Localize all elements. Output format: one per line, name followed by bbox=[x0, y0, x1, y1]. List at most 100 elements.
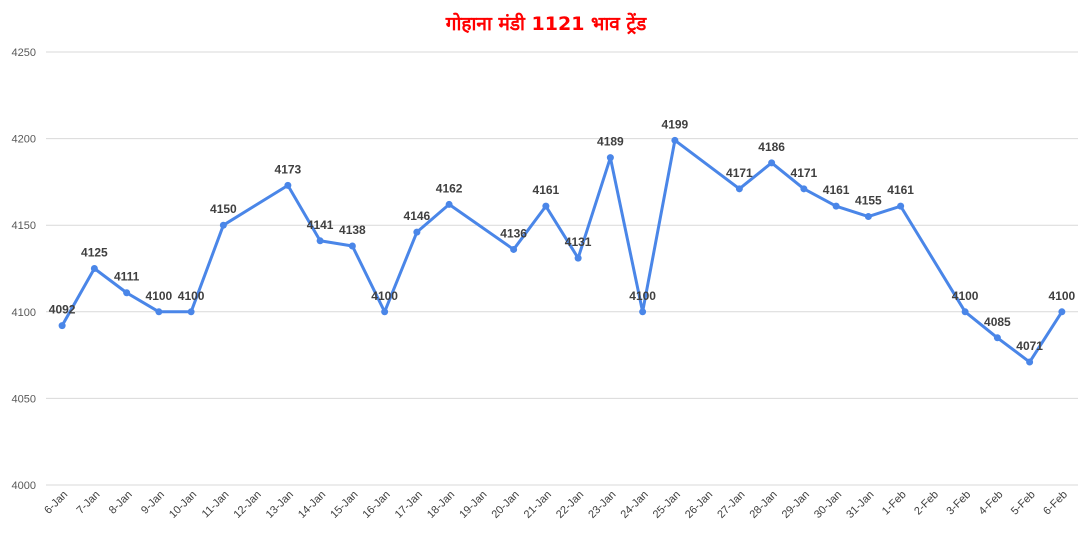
y-tick-label: 4250 bbox=[12, 47, 36, 59]
x-tick-label: 9-Jan bbox=[139, 489, 167, 517]
x-tick-label: 1-Feb bbox=[880, 489, 909, 518]
data-label: 4100 bbox=[178, 289, 205, 303]
data-label: 4092 bbox=[49, 303, 76, 317]
data-point bbox=[187, 308, 195, 316]
data-label: 4085 bbox=[984, 315, 1011, 329]
data-point bbox=[574, 254, 582, 262]
data-point bbox=[381, 308, 389, 316]
data-label: 4131 bbox=[565, 235, 592, 249]
data-label: 4171 bbox=[791, 166, 818, 180]
x-axis: 6-Jan 7-Jan 8-Jan 9-Jan 10-Jan 11-Jan 12-Jan 13… bbox=[42, 489, 1070, 521]
data-label: 4161 bbox=[533, 183, 560, 197]
data-label: 4100 bbox=[146, 289, 173, 303]
chart-title: गोहाना मंडी 1121 भाव ट्रेंड bbox=[445, 13, 647, 35]
x-tick-label: 8-Jan bbox=[107, 489, 135, 517]
data-point bbox=[800, 185, 808, 193]
x-tick-label: 20-Jan bbox=[489, 489, 521, 521]
data-label: 4125 bbox=[81, 246, 108, 260]
data-point bbox=[123, 289, 131, 297]
data-label: 4100 bbox=[371, 289, 398, 303]
x-tick-label: 26-Jan bbox=[683, 489, 715, 521]
x-tick-label: 12-Jan bbox=[231, 489, 263, 521]
data-label: 4100 bbox=[1049, 289, 1076, 303]
series-line-group bbox=[60, 138, 1064, 364]
x-tick-label: 28-Jan bbox=[747, 489, 779, 521]
x-tick-label: 24-Jan bbox=[618, 489, 650, 521]
data-label: 4161 bbox=[823, 183, 850, 197]
x-tick-label: 22-Jan bbox=[554, 489, 586, 521]
data-label: 4155 bbox=[855, 194, 882, 208]
x-tick-label: 6-Jan bbox=[42, 489, 70, 517]
data-label: 4199 bbox=[662, 117, 689, 131]
data-labels: 4092 4125 4111 4100 4100 4150 4173 4141 4138 4100… bbox=[49, 117, 1076, 353]
data-point bbox=[639, 308, 647, 316]
series-line bbox=[60, 138, 1064, 364]
data-point bbox=[1026, 358, 1034, 366]
x-tick-label: 3-Feb bbox=[944, 489, 973, 518]
y-axis: 4000 4050 4100 4150 4200 4250 bbox=[12, 47, 36, 492]
data-label: 4189 bbox=[597, 135, 624, 149]
x-tick-label: 21-Jan bbox=[522, 489, 554, 521]
x-tick-label: 7-Jan bbox=[75, 489, 103, 517]
x-tick-label: 11-Jan bbox=[200, 489, 232, 521]
x-tick-label: 5-Feb bbox=[1009, 489, 1038, 518]
data-point bbox=[542, 202, 550, 210]
x-tick-label: 30-Jan bbox=[812, 489, 844, 521]
data-point bbox=[735, 185, 743, 193]
data-point bbox=[1058, 308, 1066, 316]
gridlines bbox=[46, 51, 1078, 486]
data-point bbox=[155, 308, 163, 316]
data-point bbox=[993, 334, 1001, 342]
data-points bbox=[58, 136, 1066, 366]
data-point bbox=[961, 308, 969, 316]
x-tick-label: 15-Jan bbox=[328, 489, 360, 521]
data-label: 4100 bbox=[629, 289, 656, 303]
data-point bbox=[413, 228, 421, 236]
data-point bbox=[864, 213, 872, 221]
x-tick-label: 6-Feb bbox=[1041, 489, 1070, 518]
x-tick-label: 23-Jan bbox=[586, 489, 618, 521]
data-label: 4071 bbox=[1016, 339, 1043, 353]
y-tick-label: 4100 bbox=[12, 307, 36, 319]
data-point bbox=[316, 237, 324, 245]
data-point bbox=[768, 159, 776, 167]
data-point bbox=[284, 181, 292, 189]
data-point bbox=[445, 200, 453, 208]
data-label: 4111 bbox=[114, 270, 140, 284]
data-label: 4146 bbox=[404, 209, 431, 223]
x-tick-label: 31-Jan bbox=[844, 489, 876, 521]
data-point bbox=[606, 154, 614, 162]
y-tick-label: 4150 bbox=[12, 220, 36, 232]
data-label: 4100 bbox=[952, 289, 979, 303]
x-tick-label: 25-Jan bbox=[651, 489, 683, 521]
data-label: 4186 bbox=[758, 140, 785, 154]
x-tick-label: 19-Jan bbox=[457, 489, 489, 521]
data-point bbox=[348, 242, 356, 250]
data-label: 4136 bbox=[500, 226, 527, 240]
x-tick-label: 14-Jan bbox=[296, 489, 328, 521]
data-point bbox=[219, 221, 227, 229]
x-tick-label: 18-Jan bbox=[425, 489, 457, 521]
x-tick-label: 2-Feb bbox=[912, 489, 941, 518]
data-label: 4162 bbox=[436, 181, 463, 195]
data-label: 4138 bbox=[339, 223, 366, 237]
data-label: 4173 bbox=[275, 162, 302, 176]
data-label: 4150 bbox=[210, 202, 237, 216]
y-tick-label: 4050 bbox=[12, 393, 36, 405]
x-tick-label: 13-Jan bbox=[264, 489, 296, 521]
data-point bbox=[897, 202, 905, 210]
x-tick-label: 17-Jan bbox=[393, 489, 425, 521]
data-label: 4171 bbox=[726, 166, 753, 180]
data-label: 4161 bbox=[887, 183, 914, 197]
data-point bbox=[510, 245, 518, 253]
x-tick-label: 16-Jan bbox=[360, 489, 392, 521]
data-point bbox=[832, 202, 840, 210]
data-point bbox=[58, 322, 66, 330]
y-tick-label: 4200 bbox=[12, 134, 36, 146]
x-tick-label: 27-Jan bbox=[715, 489, 747, 521]
y-tick-label: 4000 bbox=[12, 480, 36, 492]
data-label: 4141 bbox=[307, 218, 334, 232]
x-tick-label: 29-Jan bbox=[780, 489, 812, 521]
data-point bbox=[90, 265, 98, 272]
